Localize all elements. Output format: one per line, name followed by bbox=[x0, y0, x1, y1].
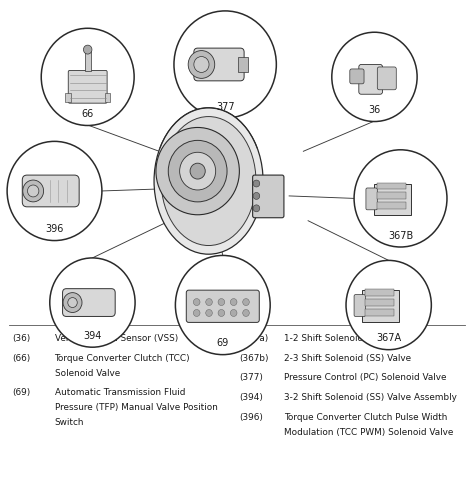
Circle shape bbox=[218, 299, 225, 306]
Ellipse shape bbox=[154, 108, 263, 254]
Bar bbox=[377, 183, 406, 189]
Circle shape bbox=[83, 45, 92, 54]
Bar bbox=[105, 93, 110, 102]
Bar bbox=[365, 289, 394, 296]
Circle shape bbox=[188, 51, 215, 78]
Circle shape bbox=[253, 192, 260, 199]
FancyBboxPatch shape bbox=[253, 175, 284, 218]
Text: (394): (394) bbox=[239, 393, 263, 402]
Circle shape bbox=[346, 260, 431, 350]
Bar bbox=[365, 309, 394, 316]
Circle shape bbox=[63, 293, 82, 312]
Circle shape bbox=[180, 152, 216, 190]
Text: (367b): (367b) bbox=[239, 354, 269, 363]
Circle shape bbox=[174, 11, 276, 118]
Bar bbox=[65, 93, 71, 102]
Circle shape bbox=[253, 205, 260, 212]
Text: Switch: Switch bbox=[55, 418, 84, 427]
Text: 1-2 Shift Solenoid (SS) Valve: 1-2 Shift Solenoid (SS) Valve bbox=[284, 334, 411, 343]
Circle shape bbox=[193, 299, 200, 306]
FancyBboxPatch shape bbox=[354, 295, 365, 316]
FancyBboxPatch shape bbox=[362, 290, 399, 322]
FancyBboxPatch shape bbox=[186, 290, 259, 322]
Text: (66): (66) bbox=[12, 354, 30, 363]
Circle shape bbox=[7, 141, 102, 241]
Circle shape bbox=[193, 310, 200, 316]
Circle shape bbox=[243, 310, 249, 316]
Circle shape bbox=[156, 127, 239, 215]
Bar bbox=[365, 299, 394, 306]
Text: 3-2 Shift Solenoid (SS) Valve Assembly: 3-2 Shift Solenoid (SS) Valve Assembly bbox=[284, 393, 457, 402]
Circle shape bbox=[253, 180, 260, 187]
Text: Modulation (TCC PWM) Solenoid Valve: Modulation (TCC PWM) Solenoid Valve bbox=[284, 428, 454, 437]
Circle shape bbox=[190, 163, 205, 179]
Circle shape bbox=[168, 140, 227, 202]
Bar bbox=[377, 202, 406, 209]
FancyBboxPatch shape bbox=[359, 64, 383, 94]
Text: 36: 36 bbox=[368, 105, 381, 115]
Text: Solenoid Valve: Solenoid Valve bbox=[55, 369, 120, 377]
FancyBboxPatch shape bbox=[68, 70, 107, 103]
FancyBboxPatch shape bbox=[194, 48, 244, 81]
FancyBboxPatch shape bbox=[366, 188, 377, 210]
Text: Pressure (TFP) Manual Valve Position: Pressure (TFP) Manual Valve Position bbox=[55, 403, 218, 412]
Circle shape bbox=[243, 299, 249, 306]
Text: (377): (377) bbox=[239, 373, 263, 382]
Text: Torque Converter Clutch Pulse Width: Torque Converter Clutch Pulse Width bbox=[284, 413, 448, 422]
Text: (367a): (367a) bbox=[239, 334, 269, 343]
Text: Vehicle Speed Sensor (VSS): Vehicle Speed Sensor (VSS) bbox=[55, 334, 178, 343]
Circle shape bbox=[230, 299, 237, 306]
Text: 377: 377 bbox=[216, 102, 235, 112]
FancyBboxPatch shape bbox=[377, 67, 396, 90]
Text: Automatic Transmission Fluid: Automatic Transmission Fluid bbox=[55, 388, 185, 397]
Circle shape bbox=[206, 310, 212, 316]
Text: 69: 69 bbox=[217, 338, 229, 348]
Circle shape bbox=[206, 299, 212, 306]
Circle shape bbox=[23, 180, 44, 202]
Text: (36): (36) bbox=[12, 334, 30, 343]
Text: 66: 66 bbox=[82, 109, 94, 119]
Ellipse shape bbox=[161, 117, 256, 246]
Circle shape bbox=[354, 150, 447, 247]
Text: 367B: 367B bbox=[388, 231, 413, 241]
Text: (69): (69) bbox=[12, 388, 30, 397]
FancyBboxPatch shape bbox=[374, 184, 411, 215]
Circle shape bbox=[218, 310, 225, 316]
Text: (396): (396) bbox=[239, 413, 263, 422]
Text: 367A: 367A bbox=[376, 333, 401, 343]
FancyBboxPatch shape bbox=[63, 289, 115, 316]
Text: 2-3 Shift Solenoid (SS) Valve: 2-3 Shift Solenoid (SS) Valve bbox=[284, 354, 411, 363]
Bar bbox=[238, 57, 248, 72]
Text: Torque Converter Clutch (TCC): Torque Converter Clutch (TCC) bbox=[55, 354, 190, 363]
Bar bbox=[85, 51, 91, 71]
Text: 394: 394 bbox=[83, 331, 101, 341]
Circle shape bbox=[50, 258, 135, 347]
Circle shape bbox=[41, 28, 134, 125]
FancyBboxPatch shape bbox=[350, 69, 364, 84]
Circle shape bbox=[27, 185, 39, 197]
Bar bbox=[377, 192, 406, 199]
FancyBboxPatch shape bbox=[22, 175, 79, 207]
Circle shape bbox=[175, 255, 270, 355]
Circle shape bbox=[194, 57, 209, 72]
Circle shape bbox=[230, 310, 237, 316]
Circle shape bbox=[68, 298, 77, 308]
Text: Pressure Control (PC) Solenoid Valve: Pressure Control (PC) Solenoid Valve bbox=[284, 373, 447, 382]
Text: 396: 396 bbox=[46, 224, 64, 234]
Circle shape bbox=[332, 32, 417, 122]
